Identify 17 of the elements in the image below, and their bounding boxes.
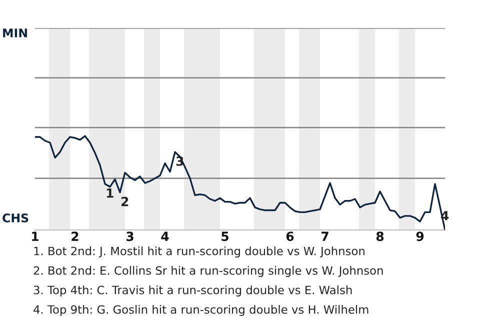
text: MIN	[3, 28, 27, 38]
text: CHS	[2, 213, 28, 222]
annotation: 1	[106, 188, 114, 198]
text: 1. Bot 2nd: J. Mostil hit a run-scoring double vs W. Johnson	[34, 246, 364, 258]
x-tick-label: 1	[32, 232, 38, 241]
annotation: 2	[122, 196, 128, 206]
x-tick-label: 5	[222, 232, 228, 242]
x-tick-label: 7	[321, 232, 328, 241]
x-tick-label: 4	[161, 232, 169, 241]
text: 4. Top 9th: G. Goslin hit a run-scoring double vs H. Wilhelm	[34, 304, 368, 316]
x-tick-label: 2	[72, 232, 78, 241]
x-tick-label: 3	[126, 232, 134, 242]
text: 3. Top 4th: C. Travis hit a run-scoring double vs E. Walsh	[34, 285, 352, 297]
x-tick-label: 6	[286, 232, 294, 242]
x-tick-label: 9	[416, 232, 424, 242]
text: 2. Bot 2nd: E. Collins Sr hit a run-scoring single vs W. Johnson	[34, 266, 383, 278]
x-tick-label: 8	[376, 232, 384, 242]
